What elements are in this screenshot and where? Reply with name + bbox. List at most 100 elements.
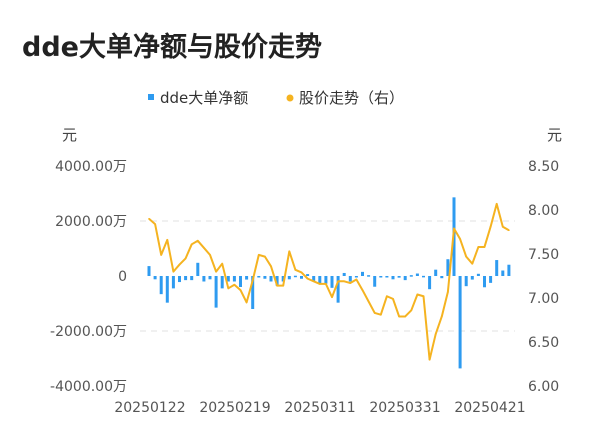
line-point[interactable] [319,283,321,285]
bar[interactable] [324,276,328,284]
bar[interactable] [239,276,242,287]
line-point[interactable] [337,280,339,283]
bar[interactable] [281,276,285,282]
line-point[interactable] [422,295,425,298]
bar[interactable] [287,276,291,280]
bar[interactable] [178,276,181,283]
line-point[interactable] [264,255,266,258]
line-point[interactable] [489,225,492,228]
bar[interactable] [245,276,249,280]
line-point[interactable] [154,223,156,225]
bar[interactable] [263,276,267,279]
line-point[interactable] [428,358,431,361]
line-point[interactable] [245,301,248,304]
line-point[interactable] [453,227,455,230]
line-point[interactable] [392,298,394,300]
bar[interactable] [403,276,407,281]
bar[interactable] [165,276,169,303]
line-point[interactable] [502,225,504,228]
bar[interactable] [214,276,218,308]
line-point[interactable] [233,284,236,286]
bar[interactable] [470,276,474,280]
bar[interactable] [190,276,194,281]
line-point[interactable] [483,246,486,248]
bar[interactable] [251,276,255,309]
price-line[interactable] [148,202,510,361]
line-point[interactable] [434,333,437,335]
line-point[interactable] [178,263,181,266]
line-point[interactable] [404,315,407,318]
line-point[interactable] [239,289,242,291]
bar[interactable] [306,274,310,276]
bar[interactable] [354,276,358,278]
bar[interactable] [391,276,395,280]
bar[interactable] [507,264,511,276]
bar[interactable] [373,276,377,287]
line-point[interactable] [343,280,346,283]
line-point[interactable] [508,229,510,232]
bar[interactable] [483,276,486,288]
line-point[interactable] [416,293,419,296]
bar[interactable] [434,269,438,276]
line-point[interactable] [441,315,443,318]
line-point[interactable] [380,313,382,316]
line-point[interactable] [148,218,150,220]
line-point[interactable] [160,254,162,256]
bar[interactable] [275,276,279,286]
bar[interactable] [330,276,334,288]
bar[interactable] [458,276,462,369]
legend-label-line[interactable]: 股价走势（右） [299,89,404,107]
line-point[interactable] [300,271,303,274]
bar[interactable] [446,259,450,276]
line-point[interactable] [459,238,461,240]
line-point[interactable] [288,250,291,253]
bar[interactable] [409,275,413,277]
line-point[interactable] [258,254,260,256]
bar[interactable] [220,276,224,289]
bar[interactable] [342,272,346,276]
line-point[interactable] [282,284,285,287]
line-point[interactable] [312,280,315,283]
bar[interactable] [415,273,419,276]
bar[interactable] [367,275,371,277]
legend-label-bar[interactable]: dde大单净额 [160,89,248,107]
bar[interactable] [501,270,505,277]
line-point[interactable] [471,262,474,265]
bar[interactable] [489,276,493,283]
bar[interactable] [226,276,230,282]
bar[interactable] [153,276,157,280]
line-point[interactable] [203,247,205,249]
bar[interactable] [422,275,425,278]
bar[interactable] [476,273,480,276]
bar[interactable] [318,276,322,285]
line-point[interactable] [294,269,297,271]
line-point[interactable] [495,203,498,205]
line-point[interactable] [306,277,309,280]
bar[interactable] [312,276,316,282]
bar[interactable] [269,276,273,282]
line-point[interactable] [410,309,413,312]
bar[interactable] [147,266,151,276]
line-point[interactable] [221,262,223,265]
bar[interactable] [293,275,297,278]
line-point[interactable] [465,255,468,258]
line-point[interactable] [398,315,400,318]
line-point[interactable] [172,270,175,273]
bar[interactable] [184,276,188,281]
line-point[interactable] [184,257,187,260]
line-point[interactable] [447,291,449,293]
line-point[interactable] [270,265,272,268]
line-point[interactable] [349,282,352,284]
bar[interactable] [159,276,163,295]
line-point[interactable] [166,239,169,241]
bar[interactable] [397,276,401,278]
bar[interactable] [440,276,444,279]
line-point[interactable] [361,289,364,291]
line-point[interactable] [373,312,376,314]
line-point[interactable] [190,243,193,246]
bar[interactable] [171,276,175,289]
line-point[interactable] [355,278,358,281]
line-point[interactable] [197,240,199,242]
line-point[interactable] [386,295,388,298]
bar[interactable] [202,276,206,282]
